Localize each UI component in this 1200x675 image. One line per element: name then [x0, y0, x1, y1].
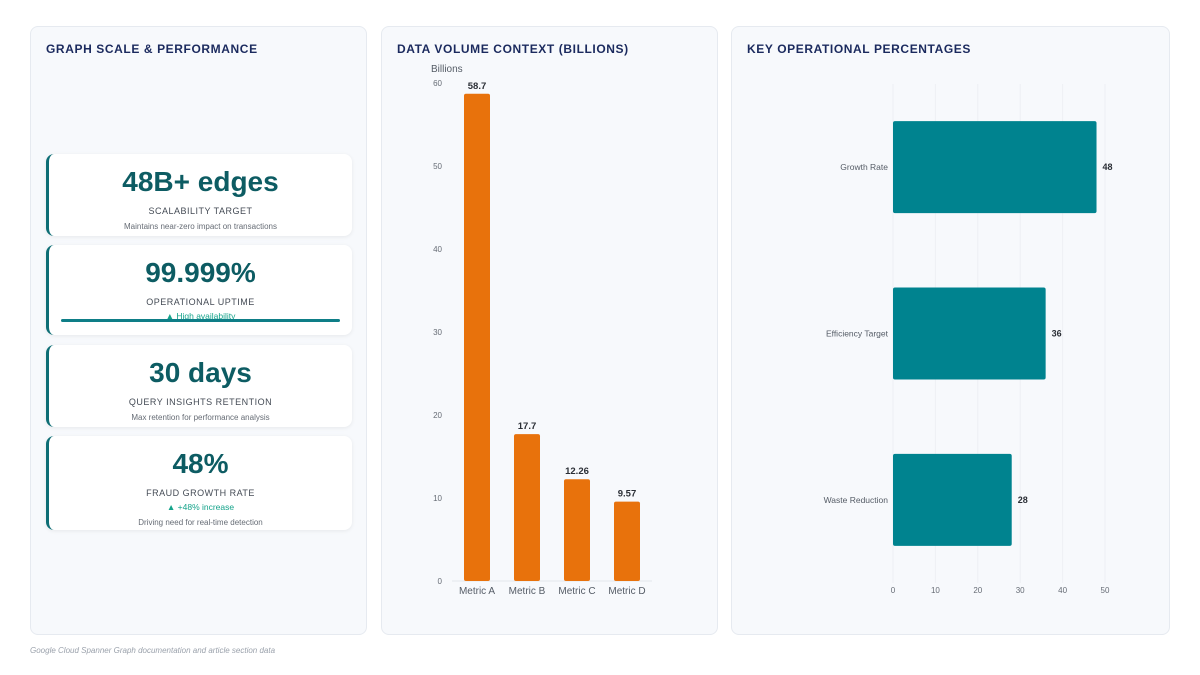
- percent-chart-title: KEY OPERATIONAL PERCENTAGES: [747, 42, 972, 56]
- x-tick-label: 10: [931, 586, 940, 595]
- kpi-trend: ▲ High availability: [165, 311, 236, 321]
- kpi-value: 30 days: [149, 357, 252, 388]
- source-note: Google Cloud Spanner Graph documentation…: [30, 646, 276, 655]
- bar-metric-b: [514, 434, 540, 581]
- kpi-value: 48B+ edges: [122, 166, 279, 197]
- bar-metric-c: [564, 479, 590, 581]
- kpi-card-retention: 30 days QUERY INSIGHTS RETENTION Max ret…: [46, 345, 352, 427]
- bar-value-label: 12.26: [565, 466, 589, 477]
- kpi-description: Maintains near-zero impact on transactio…: [124, 222, 277, 231]
- bar-efficiency-target: [893, 287, 1046, 380]
- kpi-panel-title: GRAPH SCALE & PERFORMANCE: [46, 42, 258, 56]
- bar-value-label: 28: [1018, 495, 1028, 505]
- y-tick-label: 10: [433, 494, 442, 503]
- bar-value-label: 48: [1103, 162, 1113, 172]
- kpi-label: QUERY INSIGHTS RETENTION: [128, 397, 273, 407]
- kpi-label: OPERATIONAL UPTIME: [146, 297, 255, 307]
- y-tick-label: 40: [433, 245, 442, 254]
- x-tick-label: 40: [1058, 586, 1067, 595]
- percent-chart-panel: KEY OPERATIONAL PERCENTAGES 0 10 20 30 40 50 4…: [731, 26, 1170, 635]
- kpi-value: 48%: [172, 448, 229, 479]
- y-axis-label: Billions: [431, 64, 463, 75]
- kpi-trend: ▲ +48% increase: [166, 502, 235, 512]
- y-tick-label: 30: [433, 328, 442, 337]
- y-tick-label: Growth Rate: [840, 162, 888, 172]
- kpi-card-scalability: 48B+ edges SCALABILITY TARGET Maintains …: [46, 154, 352, 236]
- bar-value-label: 58.7: [468, 81, 487, 92]
- percent-bar-chart: 0 10 20 30 40 50 48 Growth Rate 36 Efficiency Tar…: [824, 84, 1113, 595]
- x-tick-label: Metric B: [509, 586, 546, 597]
- y-tick-label: 0: [438, 577, 443, 586]
- bar-value-label: 9.57: [618, 489, 637, 500]
- volume-chart-panel: DATA VOLUME CONTEXT (BILLIONS) Billions 0…: [381, 26, 718, 635]
- uptime-progress-bar: [61, 319, 340, 322]
- x-tick-label: Metric C: [558, 586, 595, 597]
- bar-value-label: 36: [1052, 329, 1062, 339]
- x-tick-label: Metric D: [608, 586, 645, 597]
- volume-chart-title: DATA VOLUME CONTEXT (BILLIONS): [397, 42, 629, 56]
- bar-value-label: 17.7: [518, 421, 537, 432]
- bar-metric-a: [464, 93, 490, 581]
- y-tick-label: 50: [433, 162, 442, 171]
- x-tick-label: 20: [973, 586, 982, 595]
- y-tick-label: Efficiency Target: [826, 329, 889, 339]
- kpi-card-fraud-growth: 48% FRAUD GROWTH RATE ▲ +48% increase Dr…: [46, 436, 352, 530]
- kpi-label: SCALABILITY TARGET: [148, 206, 253, 216]
- kpi-description: Max retention for performance analysis: [131, 413, 270, 422]
- x-tick-label: Metric A: [459, 586, 495, 597]
- volume-bar-chart: Billions 0 10 20 30 40 50 60 58.7 Metric A 17.7 Met…: [431, 64, 652, 597]
- kpi-panel: GRAPH SCALE & PERFORMANCE 48B+ edges SCA…: [30, 26, 367, 635]
- bar-waste-reduction: [893, 453, 1012, 546]
- x-tick-label: 30: [1016, 586, 1025, 595]
- bar-growth-rate: [893, 121, 1097, 214]
- kpi-description: Driving need for real-time detection: [138, 518, 263, 527]
- y-tick-label: 20: [433, 411, 442, 420]
- kpi-card-uptime: 99.999% OPERATIONAL UPTIME ▲ High availa…: [46, 245, 352, 335]
- x-tick-label: 50: [1101, 586, 1110, 595]
- kpi-value: 99.999%: [145, 257, 256, 288]
- y-tick-label: 60: [433, 79, 442, 88]
- x-tick-label: 0: [891, 586, 896, 595]
- y-tick-label: Waste Reduction: [824, 495, 889, 505]
- kpi-label: FRAUD GROWTH RATE: [146, 488, 255, 498]
- bar-metric-d: [614, 501, 640, 581]
